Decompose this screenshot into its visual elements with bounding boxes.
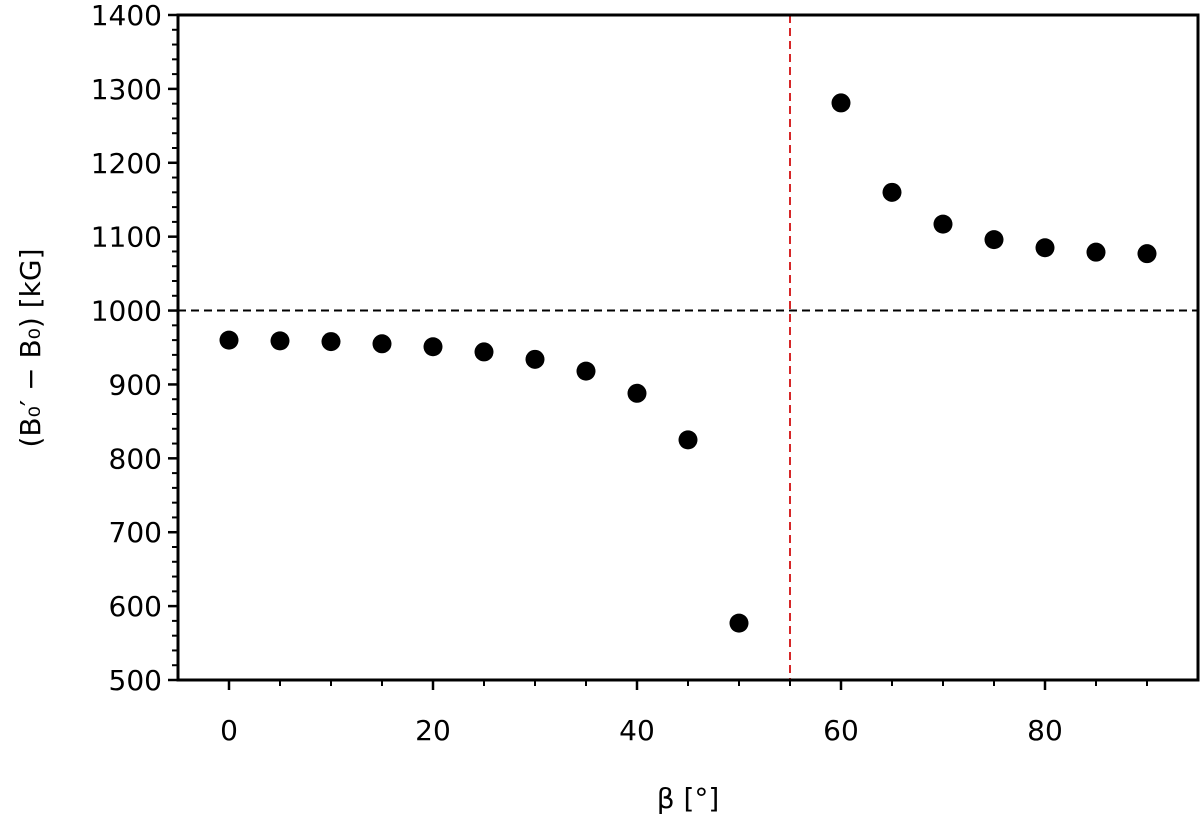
- data-point: [984, 230, 1004, 250]
- data-point: [270, 331, 290, 351]
- plot-frame: [176, 13, 1200, 682]
- tick-labels: 500 600 700 800 900 1000 1100 1200 1300 1400 0 20 40…: [91, 0, 1063, 747]
- data-point: [831, 93, 851, 113]
- data-point: [219, 330, 239, 350]
- data-point: [1035, 238, 1055, 258]
- data-point: [525, 349, 545, 369]
- y-tick-label: 1300: [91, 73, 162, 106]
- data-point: [372, 334, 392, 354]
- data-point: [1137, 244, 1157, 264]
- reference-lines: [178, 15, 1198, 680]
- data-point: [474, 342, 494, 362]
- data-point: [729, 613, 749, 633]
- x-axis-label: β [°]: [657, 782, 720, 815]
- y-tick-label: 900: [109, 368, 162, 401]
- data-point: [423, 337, 443, 357]
- data-point: [627, 383, 647, 403]
- y-tick-label: 700: [109, 516, 162, 549]
- data-point: [882, 182, 902, 202]
- data-point: [933, 214, 953, 234]
- x-tick-label: 40: [619, 714, 655, 747]
- y-tick-label: 1100: [91, 221, 162, 254]
- x-tick-label: 60: [823, 714, 859, 747]
- y-tick-label: 600: [109, 590, 162, 623]
- data-points: [219, 93, 1157, 633]
- axis-ticks: [168, 13, 1148, 690]
- x-tick-label: 0: [220, 714, 238, 747]
- y-axis-label: (B₀′ − B₀) [kG]: [14, 249, 47, 448]
- y-tick-label: 500: [109, 664, 162, 697]
- data-point: [678, 430, 698, 450]
- x-tick-label: 80: [1027, 714, 1063, 747]
- y-tick-label: 800: [109, 442, 162, 475]
- y-tick-label: 1400: [91, 0, 162, 32]
- data-point: [576, 361, 596, 381]
- y-tick-label: 1000: [91, 295, 162, 328]
- x-tick-label: 20: [415, 714, 451, 747]
- y-tick-label: 1200: [91, 147, 162, 180]
- data-point: [321, 332, 341, 352]
- data-point: [1086, 242, 1106, 262]
